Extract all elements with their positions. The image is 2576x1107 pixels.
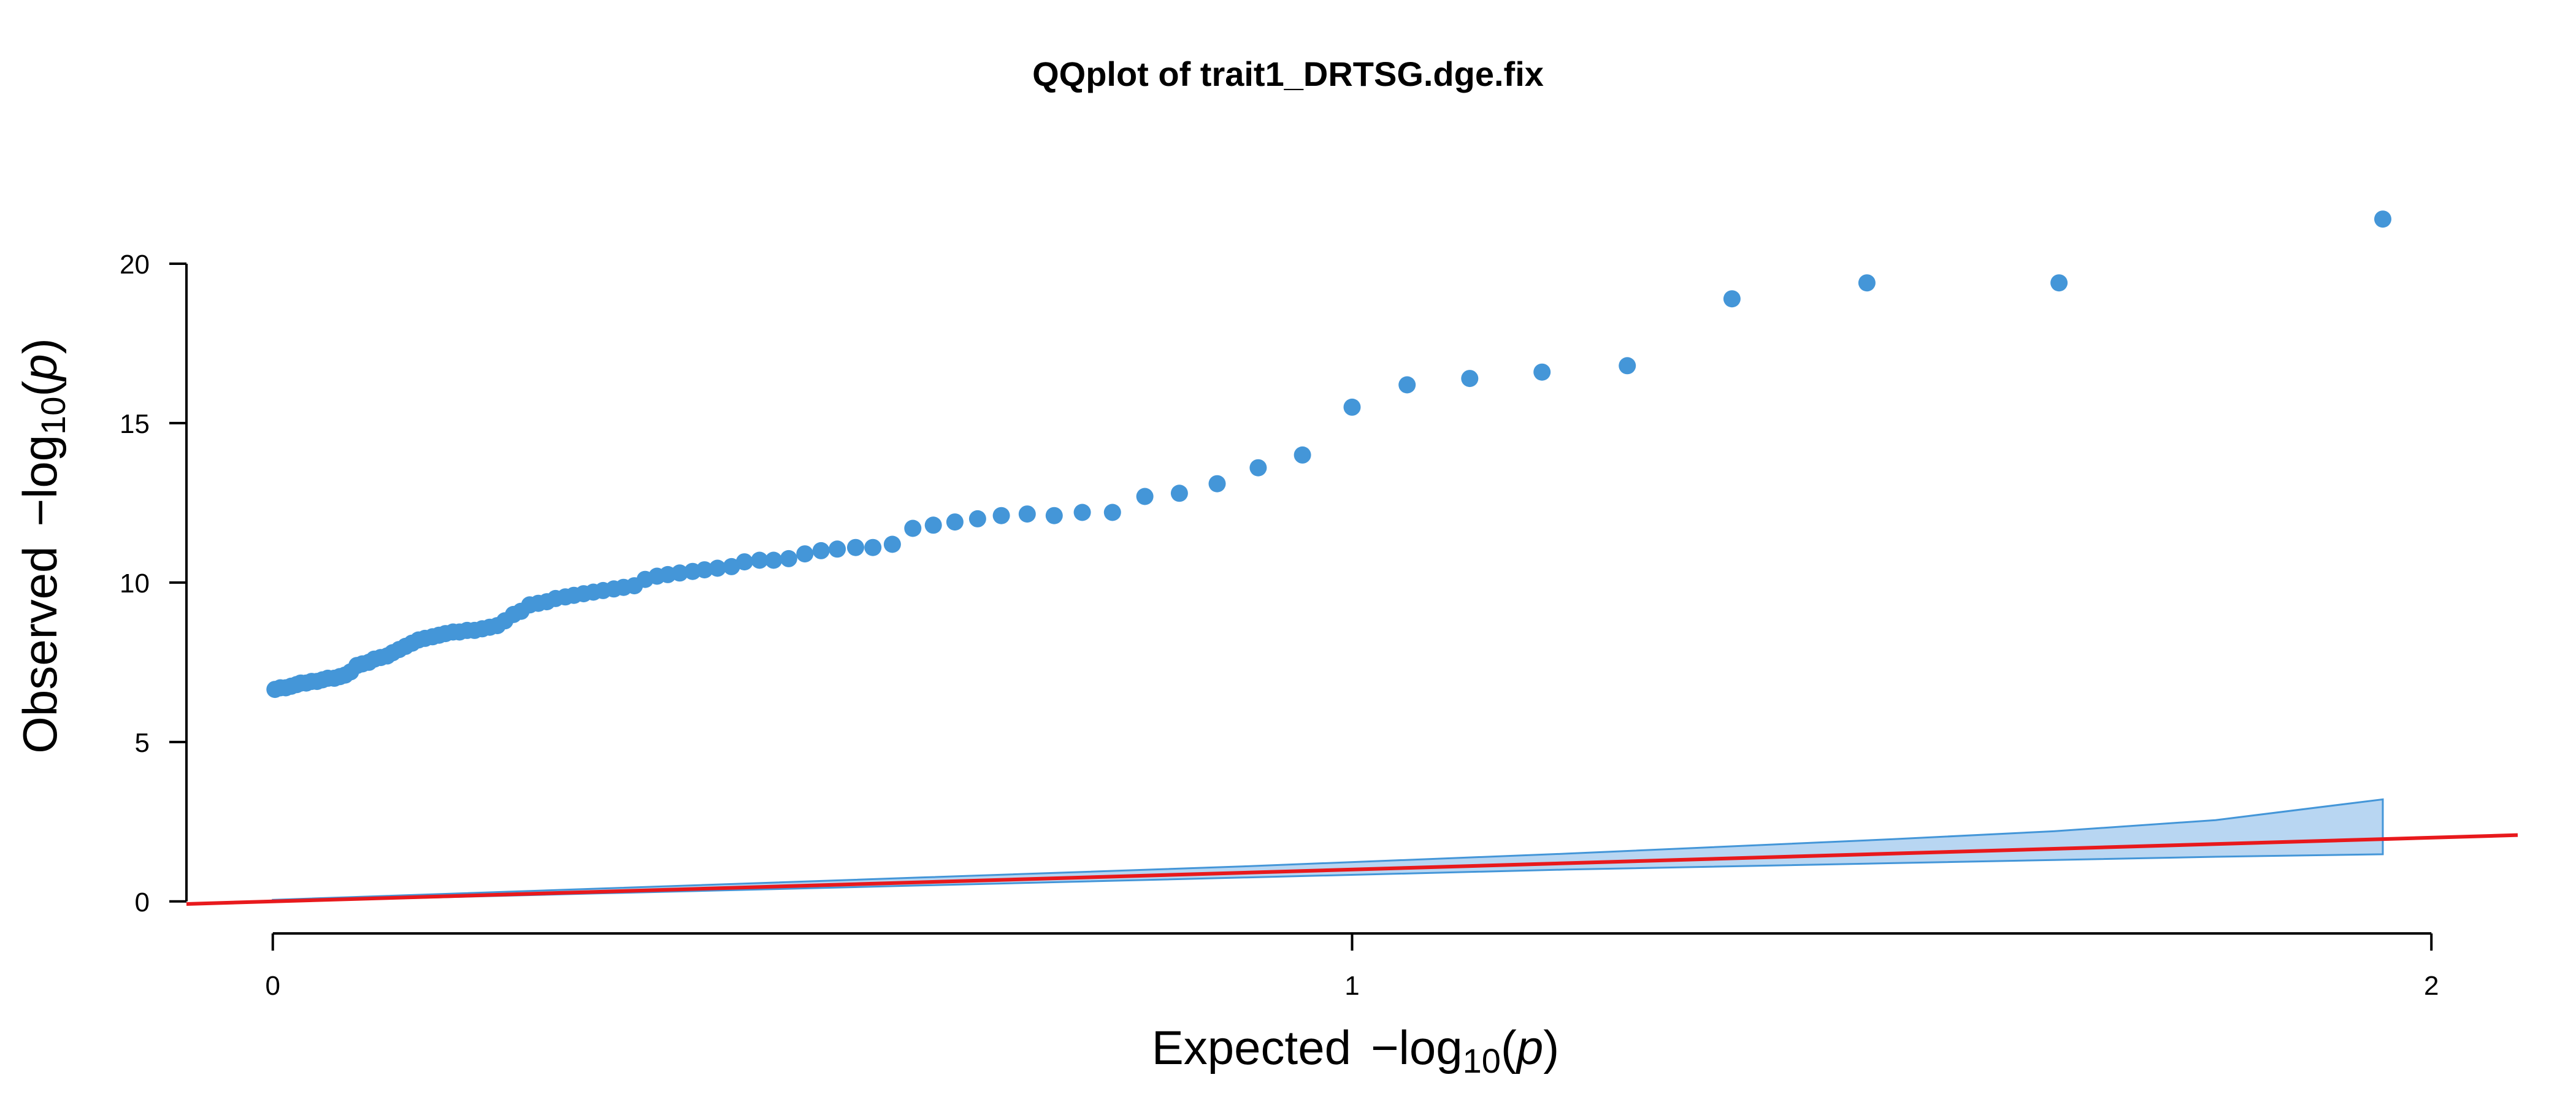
- data-point: [796, 545, 814, 563]
- chart-title: QQplot of trait1_DRTSG.dge.fix: [1032, 55, 1544, 93]
- x-axis-title-arg: p: [1516, 1021, 1543, 1074]
- data-point: [1723, 290, 1741, 308]
- x-axis-title-subscript: 10: [1463, 1041, 1501, 1080]
- data-point: [1018, 505, 1036, 523]
- data-point: [266, 681, 284, 699]
- data-point: [2050, 274, 2068, 292]
- data-point: [1045, 507, 1063, 524]
- data-point: [1858, 274, 1876, 292]
- data-point: [847, 538, 864, 556]
- data-point: [2374, 210, 2391, 228]
- y-axis-title: Observed −log10(p): [13, 338, 72, 753]
- x-tick-label: 2: [2424, 971, 2439, 1001]
- reference-line: [186, 833, 2518, 906]
- x-axis-ticks: 0 1 2: [266, 933, 2439, 1001]
- data-points-layer: [266, 210, 2391, 699]
- data-point: [946, 513, 964, 531]
- y-tick-label: 5: [135, 728, 150, 758]
- data-point: [1170, 485, 1188, 502]
- y-axis-title-arg: p: [13, 354, 67, 381]
- data-point: [1398, 376, 1416, 394]
- data-point: [708, 559, 726, 577]
- data-point: [968, 510, 986, 527]
- data-point: [1343, 398, 1361, 416]
- data-point: [924, 516, 942, 534]
- confidence-band-layer: [272, 798, 2384, 903]
- y-tick-label: 15: [120, 409, 150, 439]
- y-axis-title-close-paren: ): [13, 338, 67, 354]
- x-axis-title: Expected −log10(p): [1152, 1021, 1560, 1080]
- data-point: [751, 551, 769, 569]
- data-point: [904, 519, 922, 537]
- data-point: [883, 535, 901, 553]
- data-point: [992, 507, 1010, 524]
- y-axis-title-prefix: Observed: [13, 546, 67, 754]
- data-point: [1533, 363, 1551, 381]
- data-point: [735, 553, 753, 571]
- data-point: [1103, 504, 1121, 521]
- x-axis-title-close-paren: ): [1543, 1021, 1559, 1074]
- data-point: [1461, 370, 1479, 388]
- y-axis-ticks: 0 5 10 15 20: [120, 250, 186, 917]
- y-tick-label: 0: [135, 887, 150, 917]
- data-point: [723, 557, 740, 575]
- x-axis-title-open-paren: (: [1501, 1021, 1517, 1074]
- data-point: [1249, 459, 1267, 477]
- y-tick-label: 10: [120, 569, 150, 599]
- reference-line-layer: [186, 833, 2518, 906]
- x-tick-label: 1: [1344, 971, 1359, 1001]
- data-point: [780, 550, 797, 567]
- x-axis-title-math: −log: [1371, 1021, 1463, 1074]
- data-point: [1208, 475, 1226, 492]
- data-point: [684, 562, 702, 580]
- data-point: [1619, 357, 1636, 375]
- y-tick-label: 20: [120, 250, 150, 280]
- y-axis-title-subscript: 10: [34, 397, 72, 435]
- data-point: [864, 538, 882, 556]
- y-axis-title-math: −log: [13, 435, 67, 527]
- data-point: [829, 540, 846, 558]
- data-point: [1136, 488, 1154, 505]
- y-axis-title-open-paren: (: [13, 381, 67, 397]
- data-point: [765, 551, 783, 569]
- data-point: [812, 542, 830, 559]
- x-tick-label: 0: [266, 971, 280, 1001]
- x-axis-title-prefix: Expected: [1152, 1021, 1351, 1074]
- data-point: [1073, 504, 1091, 521]
- data-point: [1294, 446, 1311, 464]
- confidence-band: [272, 798, 2384, 903]
